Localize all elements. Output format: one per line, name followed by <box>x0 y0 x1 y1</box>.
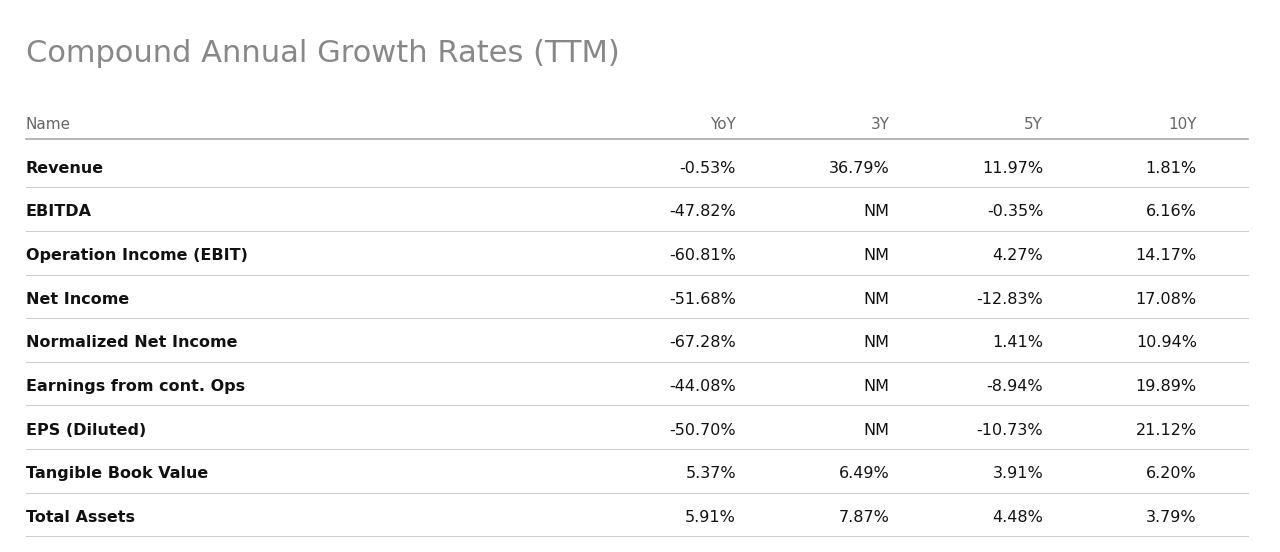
Text: 14.17%: 14.17% <box>1135 248 1197 263</box>
Text: Earnings from cont. Ops: Earnings from cont. Ops <box>26 379 244 394</box>
Text: 10Y: 10Y <box>1169 118 1197 132</box>
Text: 5Y: 5Y <box>1024 118 1043 132</box>
Text: EPS (Diluted): EPS (Diluted) <box>26 422 146 438</box>
Text: -47.82%: -47.82% <box>669 204 736 220</box>
Text: -8.94%: -8.94% <box>987 379 1043 394</box>
Text: YoY: YoY <box>710 118 736 132</box>
Text: Operation Income (EBIT): Operation Income (EBIT) <box>26 248 247 263</box>
Text: -60.81%: -60.81% <box>669 248 736 263</box>
Text: -10.73%: -10.73% <box>977 422 1043 438</box>
Text: -12.83%: -12.83% <box>977 291 1043 307</box>
Text: 5.91%: 5.91% <box>685 509 736 525</box>
Text: -44.08%: -44.08% <box>669 379 736 394</box>
Text: 4.48%: 4.48% <box>992 509 1043 525</box>
Text: NM: NM <box>864 335 890 351</box>
Text: 6.49%: 6.49% <box>838 466 890 481</box>
Text: 1.41%: 1.41% <box>992 335 1043 351</box>
Text: EBITDA: EBITDA <box>26 204 92 220</box>
Text: Name: Name <box>26 118 70 132</box>
Text: NM: NM <box>864 204 890 220</box>
Text: Normalized Net Income: Normalized Net Income <box>26 335 237 351</box>
Text: 3.79%: 3.79% <box>1146 509 1197 525</box>
Text: Total Assets: Total Assets <box>26 509 134 525</box>
Text: 6.16%: 6.16% <box>1146 204 1197 220</box>
Text: 1.81%: 1.81% <box>1146 161 1197 176</box>
Text: 11.97%: 11.97% <box>982 161 1043 176</box>
Text: 19.89%: 19.89% <box>1135 379 1197 394</box>
Text: 10.94%: 10.94% <box>1135 335 1197 351</box>
Text: -0.35%: -0.35% <box>987 204 1043 220</box>
Text: 3Y: 3Y <box>870 118 890 132</box>
Text: Net Income: Net Income <box>26 291 129 307</box>
Text: 7.87%: 7.87% <box>838 509 890 525</box>
Text: 3.91%: 3.91% <box>992 466 1043 481</box>
Text: -51.68%: -51.68% <box>669 291 736 307</box>
Text: 36.79%: 36.79% <box>829 161 890 176</box>
Text: NM: NM <box>864 379 890 394</box>
Text: 4.27%: 4.27% <box>992 248 1043 263</box>
Text: NM: NM <box>864 248 890 263</box>
Text: 21.12%: 21.12% <box>1135 422 1197 438</box>
Text: NM: NM <box>864 422 890 438</box>
Text: 6.20%: 6.20% <box>1146 466 1197 481</box>
Text: -67.28%: -67.28% <box>669 335 736 351</box>
Text: 17.08%: 17.08% <box>1135 291 1197 307</box>
Text: Revenue: Revenue <box>26 161 104 176</box>
Text: Tangible Book Value: Tangible Book Value <box>26 466 207 481</box>
Text: Compound Annual Growth Rates (TTM): Compound Annual Growth Rates (TTM) <box>26 39 620 68</box>
Text: NM: NM <box>864 291 890 307</box>
Text: 5.37%: 5.37% <box>685 466 736 481</box>
Text: -50.70%: -50.70% <box>669 422 736 438</box>
Text: -0.53%: -0.53% <box>680 161 736 176</box>
